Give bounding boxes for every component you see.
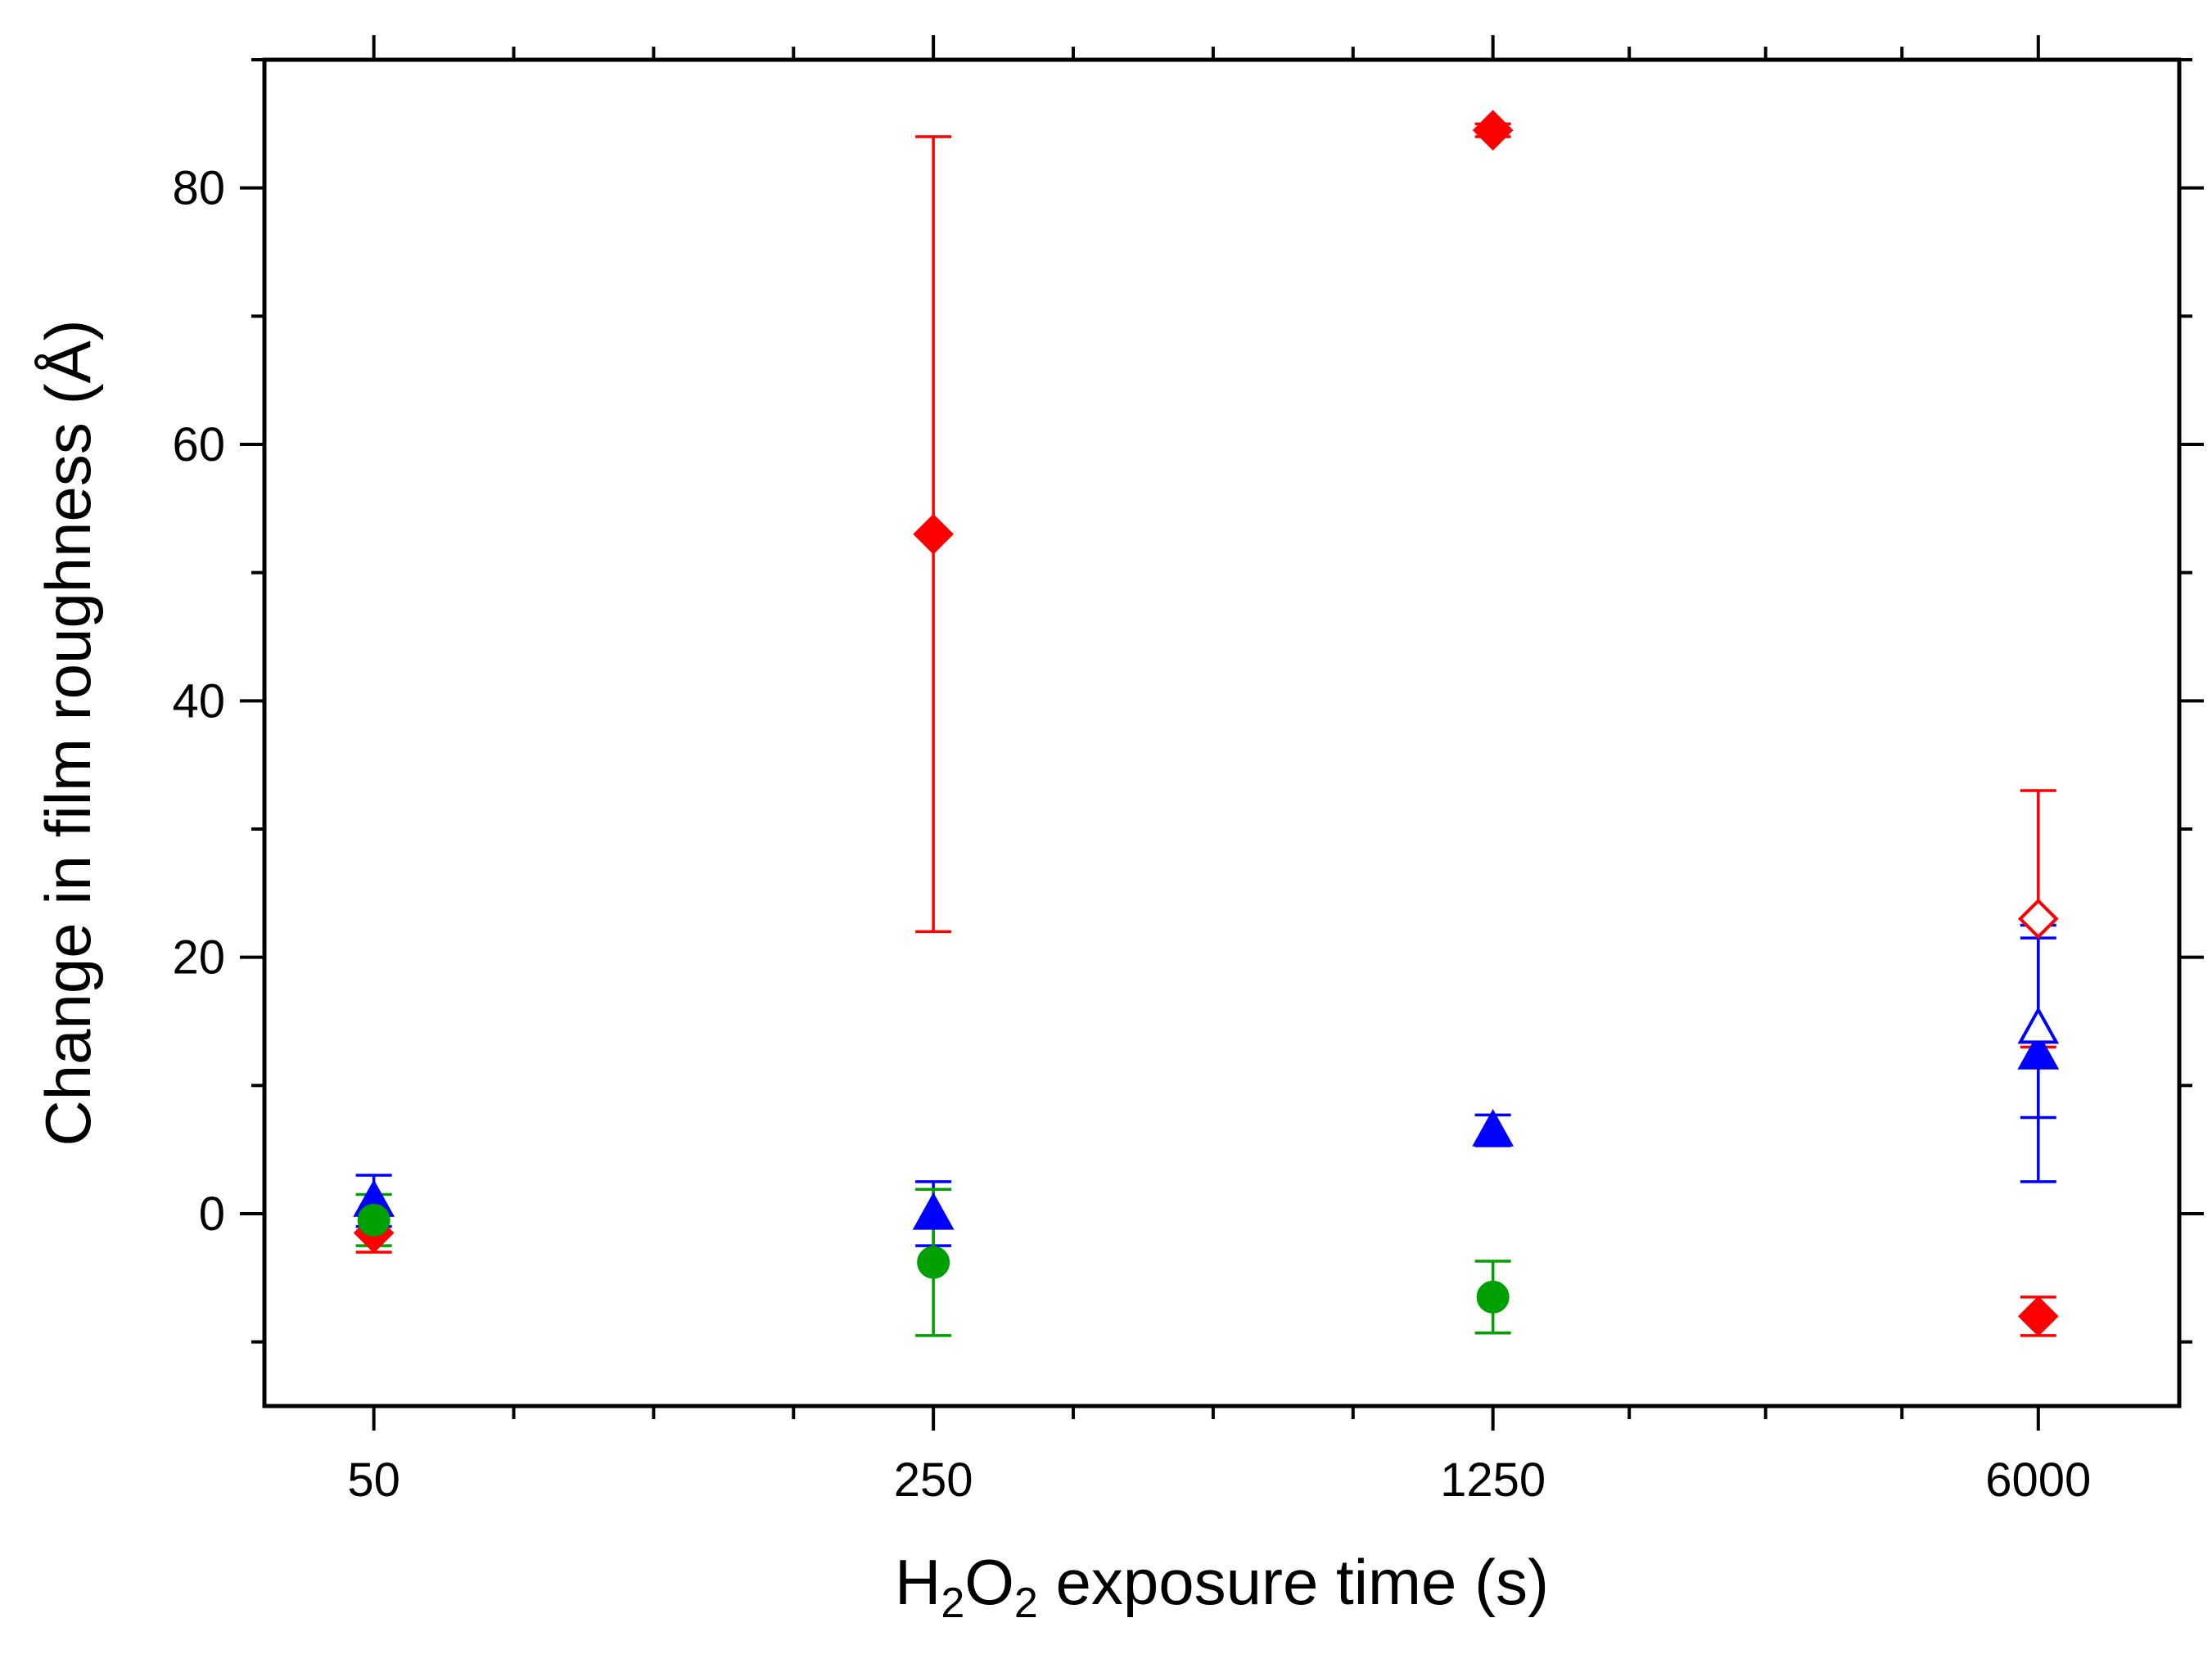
y-tick-label: 20 xyxy=(172,931,225,985)
diamond-marker xyxy=(913,513,954,555)
axis-ticks xyxy=(240,35,2204,1431)
y-tick-label: 0 xyxy=(199,1188,225,1241)
triangle-marker xyxy=(912,1192,955,1230)
y-axis-label: Change in film roughness (Å) xyxy=(32,319,104,1146)
y-tick-label: 40 xyxy=(172,674,225,728)
triangle-marker xyxy=(2017,1032,2060,1070)
diamond-marker xyxy=(2017,1296,2059,1337)
x-axis-label-subscript: 2 xyxy=(941,1580,964,1627)
circle-marker xyxy=(917,1246,950,1279)
y-tick-label: 60 xyxy=(172,418,225,471)
x-axis-label: H2O2 exposure time (s) xyxy=(895,1546,1549,1627)
x-tick-label: 1250 xyxy=(1440,1453,1546,1507)
x-tick-label: 250 xyxy=(894,1453,973,1507)
x-axis-label-part: H xyxy=(895,1546,941,1618)
plot-frame xyxy=(262,57,2182,1408)
diamond-marker xyxy=(2017,898,2059,940)
x-axis-label-part: O xyxy=(964,1546,1014,1618)
triangle-marker xyxy=(1472,1109,1515,1147)
circle-marker xyxy=(1476,1280,1510,1314)
x-tick-label: 50 xyxy=(347,1453,400,1507)
circle-marker xyxy=(357,1203,390,1237)
y-tick-label: 80 xyxy=(172,162,225,215)
data-markers xyxy=(353,110,2060,1337)
error-bars xyxy=(355,122,2056,1337)
tick-labels: 0 20 40 60 80 50 250 1250 6000 xyxy=(172,162,2091,1507)
triangle-marker xyxy=(2017,1006,2060,1044)
x-tick-label: 6000 xyxy=(1985,1453,2091,1507)
x-axis-label-subscript: 2 xyxy=(1014,1580,1038,1627)
diamond-marker xyxy=(1472,110,1514,151)
x-axis-label-part: exposure time (s) xyxy=(1038,1546,1549,1618)
